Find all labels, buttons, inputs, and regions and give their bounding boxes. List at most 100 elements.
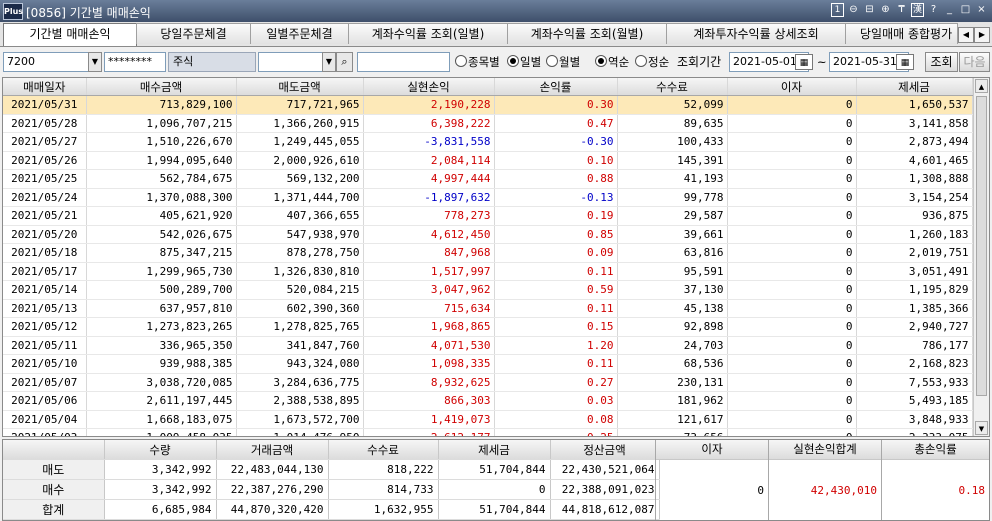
table-row[interactable]: 2021/05/27 1,510,226,670 1,249,445,055 -3,8… <box>3 132 973 152</box>
table-row[interactable]: 2021/05/18 875,347,215 878,278,750 847,968 0… <box>3 243 973 263</box>
table-row[interactable]: 2021/05/12 1,273,823,265 1,278,825,765 1,96… <box>3 317 973 337</box>
date-from-input[interactable]: 2021-05-01 <box>729 52 809 72</box>
table-row[interactable]: 2021/05/24 1,370,088,300 1,371,444,700 -1,8… <box>3 188 973 207</box>
tab-scroll-left-icon[interactable]: ◀ <box>958 27 974 43</box>
window-number-button[interactable]: 1 <box>831 3 844 17</box>
radio-reverse[interactable]: 역순 <box>595 52 629 72</box>
summary-header-row: 수량 거래금액 수수료 제세금 정산금액 <box>3 440 660 460</box>
cell-trade-date: 2021/05/03 <box>3 428 87 436</box>
product-type-field[interactable]: 주식 <box>168 52 256 72</box>
search-minus-icon[interactable]: ⊖ <box>849 4 858 15</box>
pin-icon[interactable]: ₸ <box>898 4 905 15</box>
cell-sell-amount: 2,388,538,895 <box>236 391 364 411</box>
tab-today-orders[interactable]: 당일주문체결 <box>136 23 251 44</box>
cell-trade-date: 2021/05/11 <box>3 336 87 355</box>
cell-interest: 0 <box>727 391 857 411</box>
col-trade-date[interactable]: 매매일자 <box>3 78 87 96</box>
calendar-from-icon[interactable]: ▦ <box>795 54 813 70</box>
cell-pl-rate: -0.13 <box>494 188 618 207</box>
maximize-button[interactable]: □ <box>960 4 971 15</box>
stock-code-input[interactable] <box>258 52 324 72</box>
close-button[interactable]: × <box>977 4 986 15</box>
cell-trade-date: 2021/05/28 <box>3 114 87 133</box>
summary-cell-settlement: 22,388,091,023 <box>550 479 660 500</box>
search-icon[interactable]: ⌕ <box>336 52 353 72</box>
table-row[interactable]: 2021/05/11 336,965,350 341,847,760 4,071,53… <box>3 336 973 355</box>
cell-fee: 52,099 <box>617 95 728 115</box>
table-row[interactable]: 2021/05/17 1,299,965,730 1,326,830,810 1,51… <box>3 262 973 281</box>
table-row[interactable]: 2021/05/06 2,611,197,445 2,388,538,895 866,… <box>3 391 973 411</box>
cell-trade-date: 2021/05/14 <box>3 280 87 300</box>
tab-account-return-daily[interactable]: 계좌수익률 조회(일별) <box>348 23 508 44</box>
col-interest[interactable]: 이자 <box>727 78 857 96</box>
scroll-up-icon[interactable]: ▲ <box>975 79 988 93</box>
col-sell-amount[interactable]: 매도금액 <box>236 78 364 96</box>
tab-period-profit[interactable]: 기간별 매매손익 <box>3 23 137 46</box>
col-fee[interactable]: 수수료 <box>617 78 728 96</box>
table-row[interactable]: 2021/05/25 562,784,675 569,132,200 4,997,44… <box>3 169 973 189</box>
table-row[interactable]: 2021/05/07 3,038,720,085 3,284,636,775 8,93… <box>3 373 973 392</box>
cell-realized-pl: 3,047,962 <box>363 280 495 300</box>
cell-pl-rate: 0.19 <box>494 206 618 226</box>
minimize-button[interactable]: _ <box>947 4 952 15</box>
table-row[interactable]: 2021/05/04 1,668,183,075 1,673,572,700 1,41… <box>3 410 973 429</box>
tab-investment-return-detail[interactable]: 계좌투자수익률 상세조회 <box>666 23 846 44</box>
col-buy-amount[interactable]: 매수금액 <box>86 78 237 96</box>
col-pl-rate[interactable]: 손익률 <box>494 78 618 96</box>
cell-sell-amount: 878,278,750 <box>236 243 364 263</box>
cell-tax: 936,875 <box>856 206 973 226</box>
table-row[interactable]: 2021/05/13 637,957,810 602,390,360 715,634 0… <box>3 299 973 318</box>
cell-sell-amount: 1,014,476,950 <box>236 428 364 436</box>
table-row[interactable]: 2021/05/10 939,988,385 943,324,080 1,098,33… <box>3 354 973 374</box>
col-tax[interactable]: 제세금 <box>856 78 973 96</box>
radio-daily[interactable]: 일별 <box>507 52 541 72</box>
cell-buy-amount: 562,784,675 <box>86 169 237 189</box>
table-row[interactable]: 2021/05/14 500,289,700 520,084,215 3,047,96… <box>3 280 973 300</box>
summary-row: 매수 3,342,992 22,387,276,290 814,733 0 22,388,… <box>3 479 660 500</box>
table-row[interactable]: 2021/05/031,009,458,0351,014,476,9502,61… <box>3 428 973 436</box>
calendar-to-icon[interactable]: ▦ <box>896 54 914 70</box>
account-dropdown-icon[interactable]: ▼ <box>88 52 102 72</box>
tab-daily-orders[interactable]: 일별주문체결 <box>250 23 349 44</box>
table-row[interactable]: 2021/05/20 542,026,675 547,938,970 4,612,45… <box>3 225 973 244</box>
radio-by-stock[interactable]: 종목별 <box>455 52 500 72</box>
tab-today-evaluation[interactable]: 당일매매 종합평가 <box>845 23 958 44</box>
zoom-in-icon[interactable]: ⊕ <box>881 4 890 15</box>
table-row[interactable]: 2021/05/26 1,994,095,640 2,000,926,610 2,08… <box>3 151 973 170</box>
scroll-thumb[interactable] <box>976 96 987 396</box>
interest-box: 이자 0 <box>655 440 768 520</box>
table-row[interactable]: 2021/05/21 405,621,920 407,366,655 778,273 0… <box>3 206 973 226</box>
stock-code-dropdown-icon[interactable]: ▼ <box>322 52 336 72</box>
cell-fee: 95,591 <box>617 262 728 281</box>
next-button[interactable]: 다음 <box>959 52 990 72</box>
password-input[interactable]: ******** <box>104 52 166 72</box>
tab-scroll-right-icon[interactable]: ▶ <box>974 27 990 43</box>
cell-tax: 1,260,183 <box>856 225 973 244</box>
date-to-input[interactable]: 2021-05-31 <box>829 52 909 72</box>
table-row[interactable]: 2021/05/28 1,096,707,215 1,366,260,915 6,39… <box>3 114 973 133</box>
radio-forward[interactable]: 정순 <box>635 52 669 72</box>
cell-interest: 0 <box>727 299 857 318</box>
table-row[interactable]: 2021/05/31 713,829,100 717,721,965 2,190,22… <box>3 95 973 115</box>
help-button[interactable]: ? <box>930 4 937 15</box>
cell-sell-amount: 1,673,572,700 <box>236 410 364 429</box>
cell-buy-amount: 1,370,088,300 <box>86 188 237 207</box>
cell-interest: 0 <box>727 188 857 207</box>
cell-tax: 4,601,465 <box>856 151 973 170</box>
cell-buy-amount: 1,009,458,035 <box>86 428 237 436</box>
summary-cell-tax: 51,704,844 <box>438 459 551 480</box>
window-icon[interactable]: ⊟ <box>865 4 874 15</box>
radio-monthly[interactable]: 월별 <box>546 52 580 72</box>
search-button[interactable]: 조회 <box>925 52 958 72</box>
cell-sell-amount: 1,249,445,055 <box>236 132 364 152</box>
tab-account-return-monthly[interactable]: 계좌수익률 조회(월별) <box>507 23 667 44</box>
total-rate-box: 총손익률 0.18 <box>881 440 989 520</box>
cell-realized-pl: -1,897,632 <box>363 188 495 207</box>
stock-name-input[interactable] <box>357 52 450 72</box>
scroll-down-icon[interactable]: ▼ <box>975 421 988 435</box>
col-realized-pl[interactable]: 실현손익 <box>363 78 495 96</box>
cell-realized-pl: 4,997,444 <box>363 169 495 189</box>
account-input[interactable]: 7200 <box>3 52 89 72</box>
translate-icon[interactable]: 漢 <box>911 3 924 17</box>
grid-scrollbar[interactable]: ▲ ▼ <box>973 78 989 436</box>
